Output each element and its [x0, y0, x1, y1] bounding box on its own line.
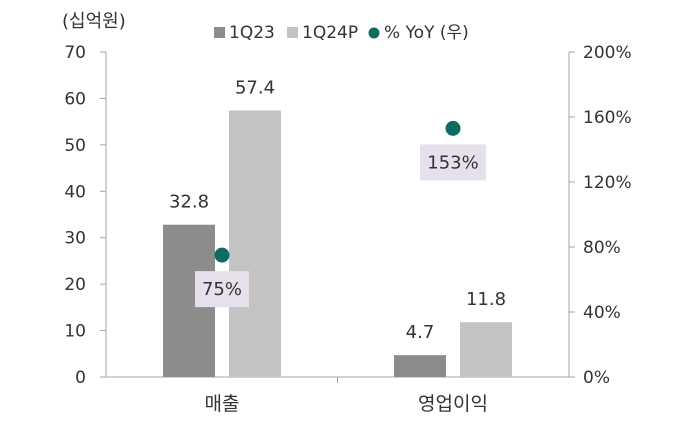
- yoy-markers: 75% 153%: [195, 120, 486, 308]
- legend-swatch-1q23: [214, 27, 225, 38]
- legend-label-1q23: 1Q23: [229, 23, 275, 43]
- legend-marker-yoy: [368, 27, 380, 39]
- legend-swatch-1q24p: [287, 27, 298, 38]
- bar-1q24p-1: [229, 110, 281, 377]
- y-left-tick-label: 30: [64, 229, 86, 249]
- bar-value-label: 11.8: [466, 289, 506, 310]
- legend: 1Q23 1Q24P % YoY (우): [214, 23, 469, 43]
- y-left-tick-label: 60: [64, 89, 86, 109]
- y-right-tick-label: 120%: [583, 173, 632, 193]
- y-right-tick-label: 80%: [583, 238, 621, 258]
- y-left-ticks: 0 10 20 30 40 50 60 70: [64, 43, 106, 388]
- yoy-value-label: 75%: [202, 279, 242, 300]
- y-right-tick-label: 200%: [583, 43, 632, 63]
- yoy-marker: [445, 120, 461, 136]
- category-labels: 매출 영업이익: [205, 393, 488, 415]
- y-left-tick-label: 40: [64, 182, 86, 202]
- x-category-label: 매출: [205, 393, 240, 415]
- bar-value-label: 32.8: [169, 192, 209, 213]
- bars: 32.8 4.7 57.4 11.8: [163, 78, 512, 377]
- yoy-value-label: 153%: [427, 152, 478, 173]
- y-left-tick-label: 0: [75, 368, 86, 388]
- legend-label-1q24p: 1Q24P: [302, 23, 358, 43]
- axes: 0 10 20 30 40 50 60 70 0% 40% 80% 120% 160% 200%: [64, 43, 631, 388]
- bar-1q24p-2: [460, 322, 512, 377]
- y-left-tick-label: 50: [64, 136, 86, 156]
- yoy-label-box: [195, 271, 249, 308]
- y-right-ticks: 0% 40% 80% 120% 160% 200%: [569, 43, 632, 388]
- yoy-marker: [214, 247, 230, 263]
- y-right-tick-label: 160%: [583, 108, 632, 128]
- y-right-tick-label: 0%: [583, 368, 610, 388]
- y-left-unit-label: (십억원): [62, 11, 126, 32]
- y-right-tick-label: 40%: [583, 303, 621, 323]
- y-left-tick-label: 10: [64, 322, 86, 342]
- bar-value-label: 4.7: [406, 322, 435, 343]
- x-category-label: 영업이익: [418, 393, 488, 415]
- yoy-label-box: [420, 144, 486, 181]
- bar-value-label: 57.4: [235, 78, 275, 99]
- bar-1q23-2: [394, 355, 446, 377]
- y-left-tick-label: 70: [64, 43, 86, 63]
- legend-label-yoy: % YoY (우): [384, 23, 469, 43]
- y-left-tick-label: 20: [64, 275, 86, 295]
